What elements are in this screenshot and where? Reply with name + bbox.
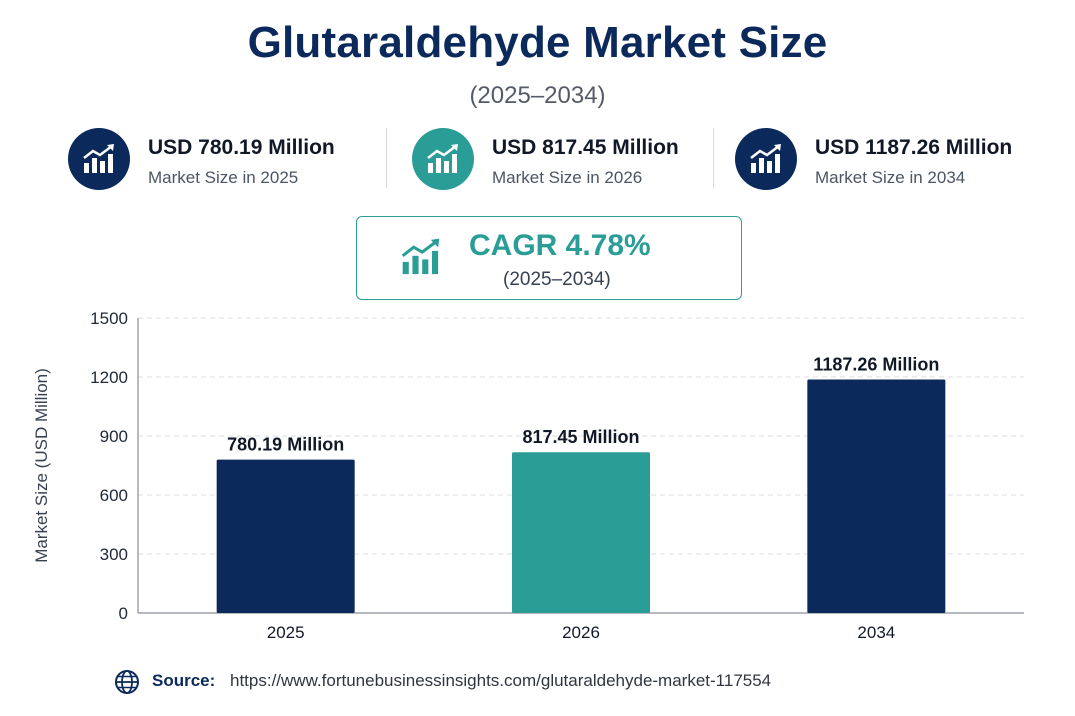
growth-chart-icon xyxy=(399,237,443,282)
stat-label: Market Size in 2034 xyxy=(815,168,966,187)
cagr-value: CAGR 4.78% xyxy=(469,229,651,262)
source-link[interactable]: https://www.fortunebusinessinsights.com/… xyxy=(230,671,772,690)
page-title: Glutaraldehyde Market Size xyxy=(247,18,828,67)
stat-label: Market Size in 2025 xyxy=(148,168,299,187)
y-tick-label: 600 xyxy=(100,486,128,505)
y-tick-label: 0 xyxy=(119,604,128,623)
bar-2034 xyxy=(807,379,946,613)
data-label: 817.45 Million xyxy=(522,427,639,447)
stat-divider xyxy=(386,128,387,188)
bar-2026 xyxy=(512,452,650,613)
y-tick-label: 300 xyxy=(100,545,128,564)
y-tick-label: 1200 xyxy=(90,368,128,387)
globe-icon xyxy=(114,669,140,700)
stat-divider xyxy=(713,128,714,188)
source-label: Source: xyxy=(152,671,216,690)
growth-chart-icon xyxy=(412,128,474,190)
stat-value: USD 1187.26 Million xyxy=(815,136,1013,159)
bar-chart: 0 300 600 900 1200 1500 Market Size (USD Milli… xyxy=(32,309,1024,642)
x-tick-label: 2026 xyxy=(562,623,600,642)
stat-value: USD 817.45 Million xyxy=(492,136,679,159)
stat-label: Market Size in 2026 xyxy=(492,168,643,187)
stat-value: USD 780.19 Million xyxy=(148,136,335,159)
growth-chart-icon xyxy=(735,128,797,190)
y-tick-label: 900 xyxy=(100,427,128,446)
x-tick-label: 2025 xyxy=(267,623,305,642)
data-label: 1187.26 Million xyxy=(813,355,939,375)
y-tick-label: 1500 xyxy=(90,309,128,328)
x-tick-label: 2034 xyxy=(857,623,895,642)
cagr-box: CAGR 4.78% (2025–2034) xyxy=(356,216,742,300)
growth-chart-icon xyxy=(68,128,130,190)
page-subtitle: (2025–2034) xyxy=(469,82,606,109)
y-axis-title: Market Size (USD Million) xyxy=(32,368,51,563)
data-label: 780.19 Million xyxy=(227,435,344,455)
cagr-range: (2025–2034) xyxy=(503,269,611,290)
bar-2025 xyxy=(216,459,355,613)
